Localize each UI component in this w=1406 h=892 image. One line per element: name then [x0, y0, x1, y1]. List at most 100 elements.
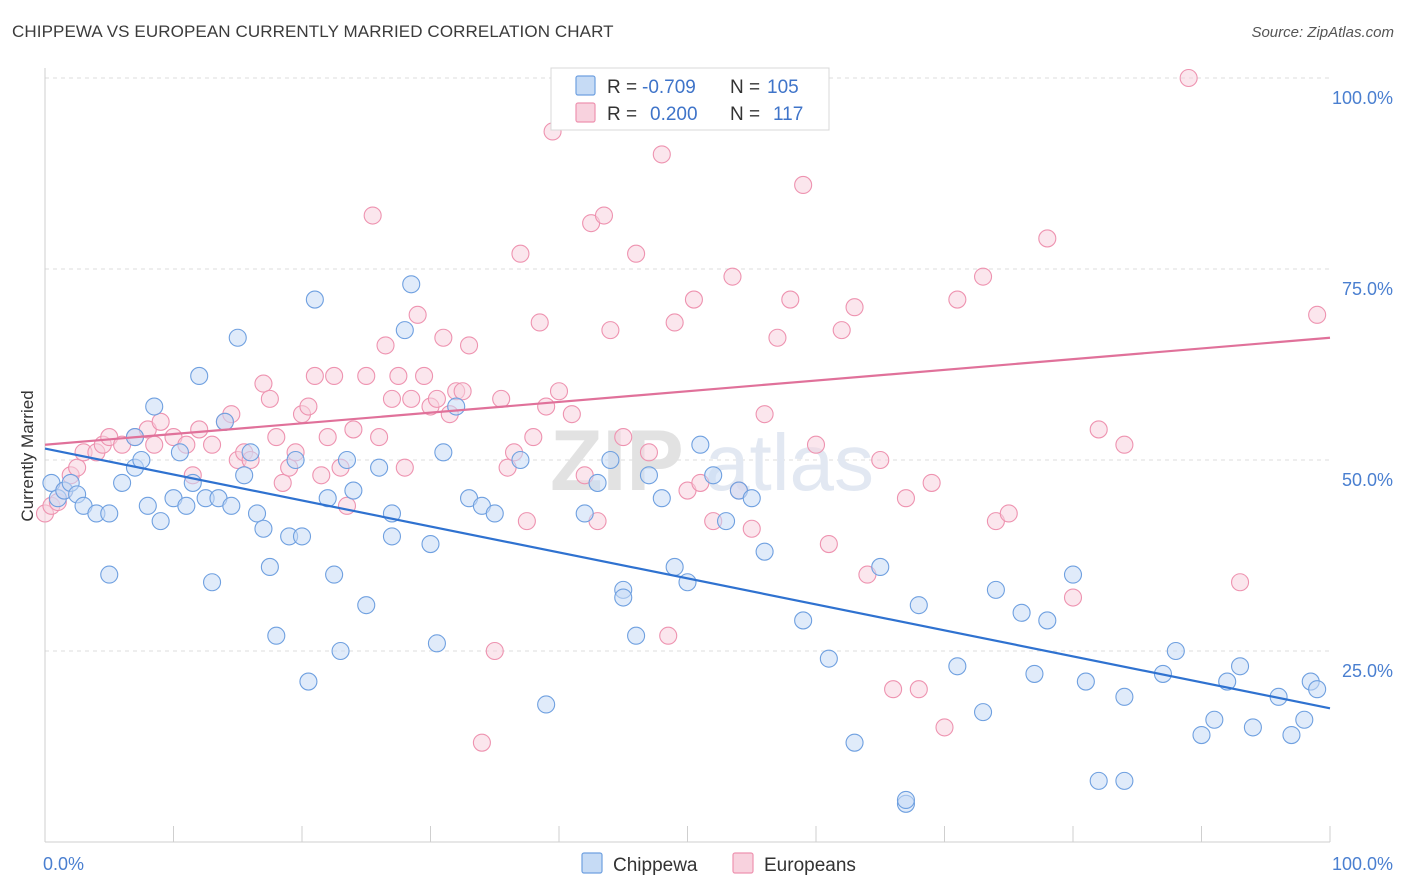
- legend-n-label-1: N =: [730, 77, 760, 98]
- chippewa-point: [170, 443, 189, 462]
- chippewa-point: [1025, 664, 1044, 683]
- europeans-point: [273, 473, 292, 492]
- europeans-point: [524, 428, 543, 447]
- chippewa-point: [427, 634, 446, 653]
- chippewa-point: [1295, 710, 1314, 729]
- europeans-point: [318, 428, 337, 447]
- stats-legend: R = -0.709 N = 105 R = 0.200 N = 117: [550, 67, 830, 131]
- y-tick-label: 25.0%: [1342, 661, 1393, 681]
- chippewa-point: [402, 275, 421, 294]
- europeans-point: [537, 397, 556, 416]
- europeans-point: [665, 313, 684, 332]
- chippewa-point: [1243, 718, 1262, 737]
- chippewa-point: [819, 649, 838, 668]
- chippewa-point: [344, 481, 363, 500]
- chippewa-point: [337, 450, 357, 470]
- europeans-point: [742, 519, 761, 538]
- europeans-point: [190, 420, 209, 439]
- europeans-point: [376, 336, 395, 355]
- legend-n-value-europeans: 117: [773, 104, 803, 125]
- chippewa-point: [845, 733, 864, 752]
- europeans-point: [305, 366, 324, 386]
- europeans-point: [1115, 435, 1134, 454]
- europeans-point: [492, 389, 511, 408]
- europeans-point: [614, 428, 633, 447]
- europeans-point: [935, 718, 954, 737]
- chippewa-point: [190, 366, 209, 386]
- chippewa-point: [716, 512, 736, 531]
- chippewa-points: [42, 275, 1327, 813]
- europeans-point: [659, 626, 678, 645]
- axes: [44, 68, 1331, 843]
- chippewa-point: [986, 580, 1005, 599]
- series-legend: Chippewa Europeans: [581, 852, 856, 876]
- chippewa-point: [1038, 611, 1057, 630]
- chippewa-point: [537, 695, 556, 714]
- europeans-point: [459, 336, 479, 355]
- europeans-point: [485, 641, 504, 661]
- chippewa-point: [1166, 641, 1185, 661]
- chippewa-point: [575, 504, 594, 523]
- chippewa-point: [1089, 771, 1108, 790]
- chippewa-point: [305, 290, 324, 309]
- europeans-point: [594, 206, 614, 225]
- watermark-atlas: atlas: [705, 418, 874, 507]
- europeans-point: [151, 412, 170, 431]
- europeans-point: [370, 428, 389, 447]
- chippewa-point: [588, 473, 607, 492]
- x-tick-label: 0.0%: [43, 854, 84, 874]
- europeans-point: [427, 389, 446, 408]
- europeans-point: [922, 473, 941, 492]
- europeans-point: [517, 512, 536, 531]
- legend-r-label-1: R =: [607, 77, 637, 98]
- europeans-point: [627, 244, 646, 263]
- chippewa-point: [639, 466, 659, 485]
- legend-swatch-chippewa: [575, 75, 596, 96]
- y-tick-label: 75.0%: [1342, 279, 1393, 299]
- europeans-point: [723, 267, 742, 286]
- europeans-point: [1038, 229, 1057, 248]
- chippewa-point: [370, 458, 389, 477]
- chippewa-point: [421, 534, 440, 554]
- europeans-point: [845, 298, 864, 317]
- chippewa-point: [235, 466, 254, 485]
- chippewa-point: [742, 489, 761, 508]
- chippewa-point: [145, 397, 164, 416]
- chippewa-point: [1076, 672, 1095, 691]
- chippewa-point: [203, 573, 222, 592]
- europeans-point: [781, 290, 800, 309]
- chippewa-point: [177, 496, 196, 515]
- europeans-point: [312, 466, 331, 485]
- chippewa-point: [254, 519, 273, 538]
- chippewa-point: [909, 596, 928, 615]
- europeans-point: [896, 489, 916, 508]
- chippewa-point: [627, 626, 646, 645]
- source-credit: Source: ZipAtlas.com: [1251, 24, 1394, 41]
- europeans-point: [884, 680, 903, 699]
- europeans-point: [639, 443, 659, 462]
- europeans-point: [530, 313, 549, 332]
- y-tick-label: 100.0%: [1332, 88, 1393, 108]
- chippewa-point: [511, 450, 530, 470]
- chippewa-point: [395, 321, 414, 340]
- europeans-point: [1063, 588, 1083, 607]
- europeans-point: [684, 290, 703, 309]
- chart-title: CHIPPEWA VS EUROPEAN CURRENTLY MARRIED C…: [12, 22, 614, 41]
- europeans-point: [601, 321, 620, 340]
- chippewa-trend-line: [44, 447, 1331, 710]
- chippewa-point: [614, 588, 633, 607]
- europeans-point: [434, 328, 453, 347]
- europeans-point: [999, 504, 1018, 523]
- chippewa-point: [704, 466, 723, 485]
- chippewa-point: [331, 641, 350, 661]
- europeans-point: [1089, 420, 1108, 439]
- chippewa-point: [601, 450, 620, 470]
- bottom-legend-swatch-chippewa: [581, 852, 603, 874]
- europeans-point: [203, 435, 222, 454]
- chippewa-point: [871, 557, 890, 577]
- europeans-point: [260, 389, 279, 408]
- europeans-point: [344, 420, 363, 439]
- trend-lines: [44, 336, 1331, 710]
- chippewa-point: [1231, 657, 1250, 676]
